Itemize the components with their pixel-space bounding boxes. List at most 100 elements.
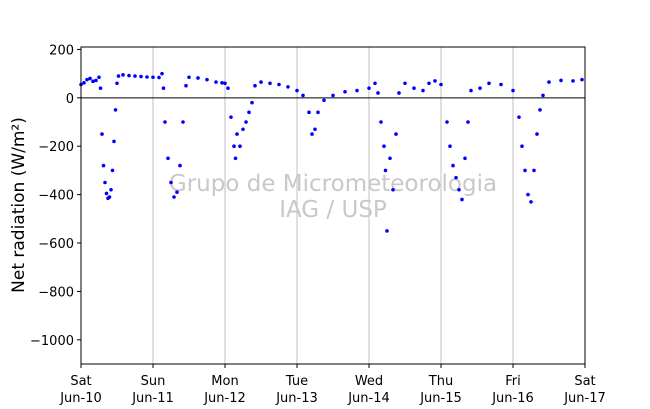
data-point [110,168,115,173]
data-point [214,80,218,84]
data-point [427,81,431,86]
x-tick-day: Sat [70,374,91,389]
data-point [313,127,317,132]
y-axis-label: Net radiation (W/m²) [9,117,29,293]
data-point [301,93,305,98]
data-point [82,81,86,85]
data-point [113,108,118,112]
x-tick-day: Sat [574,374,595,389]
data-point [286,85,290,89]
data-point [532,168,536,173]
data-point [571,79,575,83]
data-point [448,144,452,149]
plot-area [81,47,585,364]
data-point [238,144,242,149]
data-point [379,120,383,124]
x-tick-day: Thu [428,374,453,389]
data-point [181,120,185,124]
data-point [233,156,238,161]
data-point [116,74,121,78]
x-tick-day: Fri [505,374,521,389]
data-point [85,77,89,82]
watermark-line-1: Grupo de Micrometeorologia [169,171,497,197]
data-point [355,88,359,93]
data-point [367,86,371,90]
y-tick-label: −600 [38,237,74,252]
data-point [226,86,230,90]
data-point [469,88,473,93]
x-tick-date: Jun-17 [563,391,606,406]
data-point [451,163,455,168]
data-point [151,75,155,80]
data-point [343,89,347,94]
data-point [376,91,380,95]
data-point [145,75,149,79]
plot-frame [80,46,586,365]
data-point [232,144,236,149]
data-point [397,91,401,95]
data-point [94,78,98,83]
data-point [133,74,137,78]
data-point [268,81,272,86]
data-point [316,110,320,115]
data-point [139,74,143,79]
data-point [166,156,170,161]
data-point [382,144,386,149]
x-tick-day: Mon [211,374,238,389]
watermark: Grupo de Micrometeorologia IAG / USP [169,171,497,223]
watermark-line-2: IAG / USP [279,197,387,223]
data-point [157,75,161,80]
data-point [520,144,524,149]
data-point [559,78,563,83]
y-tick-label: −200 [38,140,74,155]
data-point [526,192,530,197]
data-point [307,110,311,115]
data-point [517,115,521,119]
data-point [235,132,239,136]
y-tick-label: −1000 [30,334,74,349]
data-point [160,71,164,76]
data-point [101,163,106,168]
data-point [178,163,182,168]
data-point [403,81,407,86]
x-tick-day: Sun [141,374,166,389]
data-point [97,75,101,80]
data-point [223,81,227,86]
data-point [499,82,503,87]
data-point [107,195,112,199]
x-tick-date: Jun-15 [419,391,462,406]
data-point [169,180,173,185]
data-point [460,197,464,202]
data-point [439,82,443,87]
data-point [580,77,584,82]
data-point [478,86,482,90]
x-axis-ticks: Sat Jun-10 Sun Jun-11 Mon Jun-12 Tue Jun-13 Wed J… [59,364,606,406]
data-point [127,73,131,78]
data-point [373,81,377,86]
data-point [250,100,254,105]
x-tick-day: Tue [285,374,308,389]
y-axis-ticks: 200 0 −200 −400 −600 −800 −1000 [30,43,81,349]
data-point [91,79,95,84]
data-point [385,229,389,233]
y-tick-label: 200 [49,43,74,58]
data-point [541,93,545,98]
data-point [229,115,233,119]
data-point [457,187,461,192]
vertical-grid-lines [152,47,514,364]
data-point [175,190,179,194]
x-tick-date: Jun-13 [275,391,318,406]
data-point [187,75,191,80]
data-point [121,73,125,77]
data-point [259,80,263,84]
data-point [391,187,395,192]
data-point [100,132,104,136]
data-point [220,81,224,85]
data-point [433,79,437,83]
data-point [241,127,245,132]
data-point [295,88,299,93]
data-point [523,168,527,173]
data-point [115,81,119,86]
data-point [535,132,539,136]
